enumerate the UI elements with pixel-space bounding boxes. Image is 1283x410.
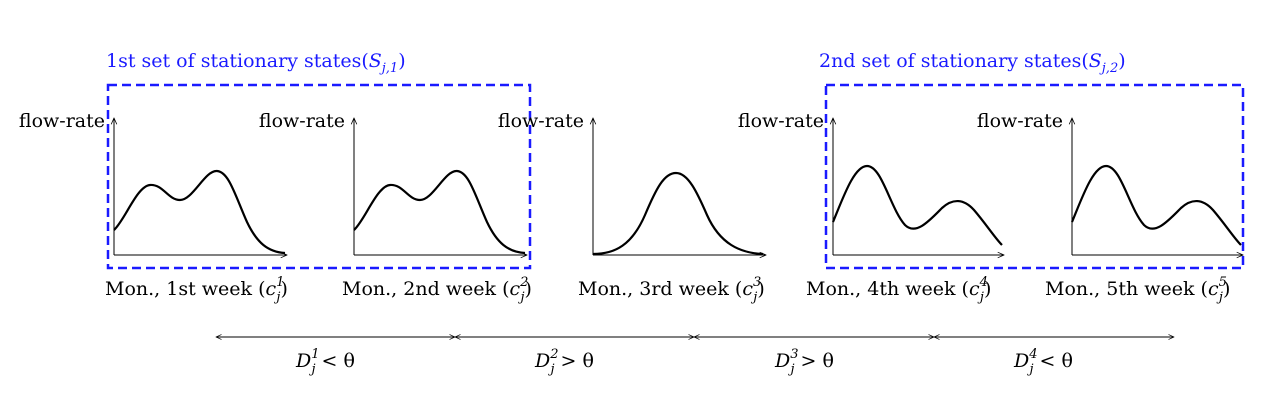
flow-rate-curve xyxy=(831,164,1003,246)
y-axis-label: flow-rate xyxy=(19,110,105,132)
panel-week-3: flow-rate Mon., 3rd week (c3 j) xyxy=(498,110,766,305)
panel-week-5: flow-rate Mon., 5th week (c5 j) xyxy=(977,110,1243,305)
stationary-set-1: 1st set of stationary states(Sj,1) xyxy=(106,50,532,270)
panel-caption: Mon., 4th week (c4 j) xyxy=(806,275,991,305)
distance-label: D4 j < θ xyxy=(1013,347,1073,377)
panel-caption: Mon., 5th week (c5 j) xyxy=(1045,275,1230,305)
flow-rate-curve xyxy=(113,169,286,255)
distance-label: D3 j > θ xyxy=(774,347,834,377)
set-2-box xyxy=(824,83,1245,270)
distance-2: D2 j > θ xyxy=(455,337,694,377)
stationary-set-2: 2nd set of stationary states(Sj,2) xyxy=(819,50,1245,270)
set-1-label: 1st set of stationary states(Sj,1) xyxy=(106,50,406,76)
y-axis-label: flow-rate xyxy=(977,110,1063,132)
distance-label: D2 j > θ xyxy=(534,347,594,377)
y-axis-label: flow-rate xyxy=(498,110,584,132)
set-2-label: 2nd set of stationary states(Sj,2) xyxy=(819,50,1126,76)
flow-rate-curve xyxy=(353,169,526,255)
panel-week-4: flow-rate Mon., 4th week (c4 j) xyxy=(738,110,1004,305)
flow-rate-curve xyxy=(592,171,764,256)
panel-caption: Mon., 3rd week (c3 j) xyxy=(578,275,765,305)
panel-caption: Mon., 1st week (c1 j) xyxy=(105,275,288,305)
y-axis-label: flow-rate xyxy=(738,110,824,132)
set-1-box xyxy=(106,83,532,270)
distance-4: D4 j < θ xyxy=(934,337,1174,377)
y-axis-label: flow-rate xyxy=(259,110,345,132)
distance-label: D1 j < θ xyxy=(295,347,355,377)
distance-3: D3 j > θ xyxy=(694,337,934,377)
distance-1: D1 j < θ xyxy=(216,337,455,377)
panel-week-1: flow-rate Mon., 1st week (c1 j) xyxy=(19,110,288,305)
panel-caption: Mon., 2nd week (c2 j) xyxy=(342,275,532,305)
panel-week-2: flow-rate Mon., 2nd week (c2 j) xyxy=(259,110,532,305)
flow-rate-curve xyxy=(1070,164,1242,246)
